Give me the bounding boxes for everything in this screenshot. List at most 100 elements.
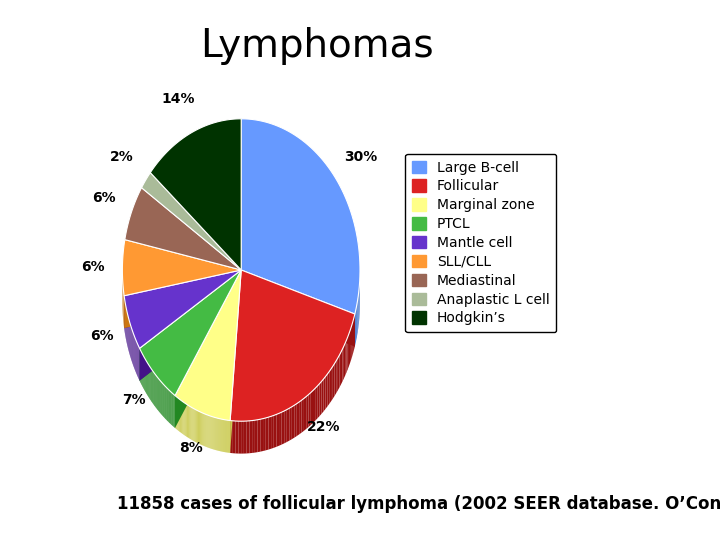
Polygon shape [196, 410, 197, 443]
Polygon shape [233, 421, 235, 454]
Text: 6%: 6% [90, 329, 114, 343]
Polygon shape [252, 420, 255, 453]
Polygon shape [241, 421, 244, 454]
Polygon shape [124, 270, 241, 328]
Text: 6%: 6% [92, 191, 116, 205]
Polygon shape [142, 173, 241, 270]
Polygon shape [124, 270, 241, 348]
Polygon shape [140, 270, 241, 381]
Polygon shape [323, 376, 325, 411]
Polygon shape [194, 409, 195, 442]
Polygon shape [202, 413, 203, 446]
Polygon shape [355, 309, 356, 347]
Polygon shape [204, 414, 206, 447]
Polygon shape [345, 340, 346, 375]
Polygon shape [124, 270, 241, 328]
Polygon shape [354, 314, 355, 350]
Text: 6%: 6% [81, 260, 104, 274]
Polygon shape [348, 334, 349, 369]
Polygon shape [182, 401, 183, 434]
Polygon shape [125, 188, 241, 270]
Polygon shape [313, 388, 315, 423]
Polygon shape [249, 421, 252, 453]
Polygon shape [350, 327, 351, 363]
Polygon shape [230, 421, 233, 453]
Text: 2%: 2% [110, 151, 134, 165]
Polygon shape [353, 318, 354, 353]
Polygon shape [321, 379, 323, 414]
Polygon shape [292, 405, 294, 439]
Polygon shape [271, 415, 274, 449]
Polygon shape [213, 417, 215, 450]
Polygon shape [343, 346, 344, 382]
Polygon shape [226, 420, 227, 453]
Polygon shape [230, 270, 241, 453]
Polygon shape [297, 402, 300, 436]
Polygon shape [216, 418, 217, 450]
Polygon shape [179, 399, 180, 432]
Polygon shape [269, 416, 271, 450]
Polygon shape [199, 411, 200, 444]
Polygon shape [195, 409, 196, 442]
Text: 30%: 30% [344, 151, 377, 165]
Text: 7%: 7% [122, 394, 145, 408]
Polygon shape [279, 412, 282, 445]
Polygon shape [224, 420, 225, 452]
Polygon shape [188, 405, 189, 438]
Polygon shape [191, 407, 192, 440]
Polygon shape [341, 349, 343, 384]
Polygon shape [352, 321, 353, 356]
Polygon shape [351, 324, 352, 360]
Polygon shape [315, 386, 318, 421]
Polygon shape [266, 417, 269, 450]
Polygon shape [247, 421, 249, 454]
Polygon shape [311, 390, 313, 425]
Polygon shape [287, 408, 289, 442]
Polygon shape [346, 337, 348, 373]
Polygon shape [306, 395, 309, 429]
Polygon shape [187, 404, 188, 437]
Polygon shape [255, 420, 258, 453]
Polygon shape [201, 412, 202, 445]
Polygon shape [284, 410, 287, 443]
Text: Lymphomas: Lymphomas [200, 27, 433, 65]
Polygon shape [289, 407, 292, 441]
Polygon shape [189, 406, 190, 438]
Polygon shape [229, 421, 230, 453]
Legend: Large B-cell, Follicular, Marginal zone, PTCL, Mantle cell, SLL/CLL, Mediastinal: Large B-cell, Follicular, Marginal zone,… [405, 153, 557, 333]
Polygon shape [122, 240, 241, 296]
Text: 8%: 8% [179, 441, 203, 455]
Polygon shape [140, 270, 241, 396]
Polygon shape [209, 415, 210, 448]
Polygon shape [207, 415, 209, 448]
Polygon shape [178, 397, 179, 431]
Polygon shape [336, 358, 338, 393]
Polygon shape [200, 412, 201, 444]
Polygon shape [302, 399, 304, 433]
Polygon shape [175, 270, 241, 428]
Polygon shape [244, 421, 247, 454]
Polygon shape [175, 396, 176, 429]
Polygon shape [238, 421, 241, 454]
Polygon shape [203, 413, 204, 446]
Polygon shape [335, 361, 336, 396]
Polygon shape [185, 403, 186, 436]
Polygon shape [228, 420, 229, 453]
Polygon shape [294, 403, 297, 437]
Polygon shape [225, 420, 226, 453]
Polygon shape [190, 406, 191, 439]
Polygon shape [357, 300, 358, 337]
Polygon shape [274, 414, 276, 448]
Polygon shape [186, 404, 187, 437]
Polygon shape [175, 270, 241, 428]
Polygon shape [333, 363, 335, 399]
Polygon shape [206, 414, 207, 447]
Polygon shape [223, 420, 224, 452]
Polygon shape [210, 416, 212, 449]
Polygon shape [241, 119, 360, 314]
Polygon shape [150, 119, 241, 270]
Polygon shape [282, 411, 284, 444]
Polygon shape [318, 384, 320, 418]
Polygon shape [304, 396, 306, 431]
Polygon shape [222, 419, 223, 452]
